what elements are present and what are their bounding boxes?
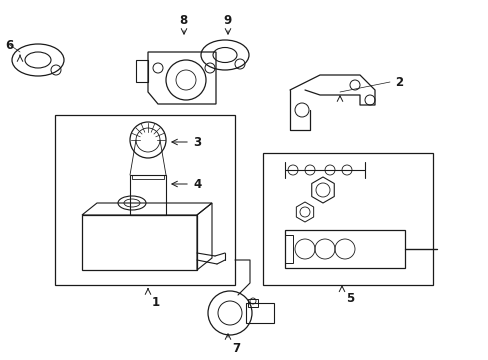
Bar [132, 175, 163, 179]
Bar [285, 230, 404, 268]
Text: 1: 1 [152, 296, 160, 309]
Text: 3: 3 [193, 135, 201, 149]
Bar [285, 235, 292, 263]
Text: 5: 5 [346, 292, 353, 305]
Text: 6: 6 [5, 39, 13, 51]
Bar [136, 60, 148, 82]
Text: 8: 8 [179, 14, 187, 27]
Text: 4: 4 [193, 177, 201, 190]
Bar [247, 299, 258, 307]
Bar [55, 115, 235, 285]
Text: 9: 9 [223, 14, 231, 27]
Bar [245, 303, 273, 323]
Bar [263, 153, 432, 285]
Text: 2: 2 [394, 76, 402, 89]
Bar [130, 175, 165, 215]
Text: 7: 7 [231, 342, 240, 355]
